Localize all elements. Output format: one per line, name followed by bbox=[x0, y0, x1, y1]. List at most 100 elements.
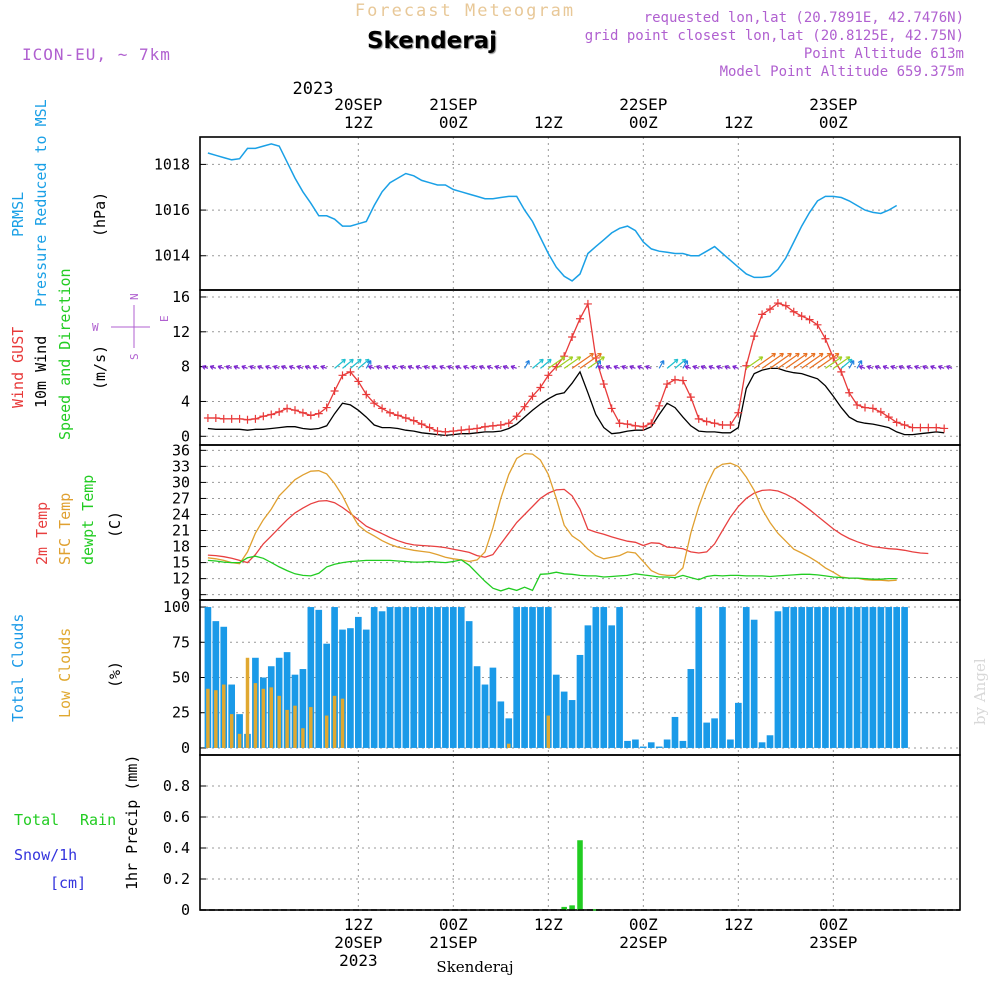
gust-point bbox=[386, 408, 394, 417]
gust-point bbox=[821, 334, 830, 343]
wind-arrow-head bbox=[906, 364, 911, 370]
y-tick-label: 0 bbox=[181, 427, 190, 445]
gust-point bbox=[773, 299, 782, 308]
bar-low-clouds bbox=[222, 684, 226, 748]
bar-low-clouds bbox=[301, 728, 305, 748]
wind-arrow bbox=[342, 358, 354, 369]
gust-point bbox=[536, 383, 545, 392]
wind-arrow-head bbox=[837, 356, 843, 361]
bar-low-clouds bbox=[277, 695, 281, 748]
y-tick-label: 16 bbox=[172, 288, 190, 306]
wind-arrow bbox=[753, 352, 776, 369]
wind-arrow-head bbox=[349, 358, 354, 364]
bar-total-clouds bbox=[315, 609, 323, 748]
y-tick-label: 8 bbox=[181, 358, 190, 376]
wind-arrow-head bbox=[568, 356, 574, 361]
gust-point bbox=[884, 413, 893, 422]
gust-point bbox=[805, 315, 814, 324]
bottom-hour-label: 00Z bbox=[629, 915, 658, 934]
bar-total-clouds bbox=[418, 607, 425, 748]
y-tick-label: 4 bbox=[181, 392, 190, 410]
bar-total-clouds bbox=[893, 607, 900, 748]
bar-total-clouds bbox=[711, 718, 718, 748]
gust-point bbox=[504, 419, 513, 428]
wind-arrow-head bbox=[494, 364, 500, 370]
wind-arrow-head bbox=[645, 364, 650, 370]
wind-arrow-head bbox=[629, 364, 634, 370]
wind-arrow-head bbox=[463, 364, 468, 370]
gust-point bbox=[417, 420, 426, 429]
bar-total-clouds bbox=[885, 607, 893, 748]
wind-arrow-head bbox=[922, 364, 927, 370]
bar-low-clouds bbox=[293, 705, 297, 748]
y-tick-label: 0 bbox=[181, 739, 190, 757]
wind-arrow-head bbox=[576, 356, 582, 361]
bar-total-clouds bbox=[790, 607, 798, 748]
wind-arrow-head bbox=[320, 364, 326, 370]
bar-total-clouds bbox=[465, 621, 473, 748]
p4-label-low: Low Clouds bbox=[56, 628, 74, 718]
gust-point bbox=[512, 412, 521, 421]
bar-total-clouds bbox=[608, 625, 615, 748]
bar-total-clouds bbox=[632, 739, 639, 748]
bar-total-clouds bbox=[537, 607, 544, 748]
panel2-labels: Wind GUST 10m Wind Speed and Direction (… bbox=[9, 268, 171, 440]
p5-label-precip: 1hr Precip (mm) bbox=[123, 755, 141, 890]
wind-arrow bbox=[334, 358, 346, 369]
y-tick-label: 0.6 bbox=[163, 808, 190, 826]
bar-rain bbox=[569, 905, 575, 910]
gust-point bbox=[686, 393, 695, 402]
y-tick-label: 12 bbox=[172, 570, 190, 588]
bar-total-clouds bbox=[339, 629, 346, 748]
y-tick-label: 24 bbox=[172, 505, 190, 523]
y-tick-label: 30 bbox=[172, 473, 190, 491]
wind-arrow-head bbox=[375, 364, 381, 370]
wind-arrow-head bbox=[596, 360, 602, 365]
bar-total-clouds bbox=[798, 607, 805, 748]
p5-label-cm: [cm] bbox=[50, 874, 86, 892]
wind-arrow bbox=[769, 352, 792, 369]
bar-total-clouds bbox=[671, 716, 679, 748]
gust-point bbox=[457, 426, 466, 435]
top-date-label: 21SEP bbox=[429, 95, 477, 114]
wind-arrow-head bbox=[455, 364, 460, 370]
wind-arrow-head bbox=[312, 364, 318, 370]
wind-arrow-head bbox=[407, 364, 413, 370]
wind-arrow-head bbox=[826, 352, 832, 358]
series-line-wind bbox=[207, 367, 945, 437]
wind-arrow bbox=[801, 352, 824, 369]
bar-total-clouds bbox=[750, 619, 758, 748]
y-tick-label: 27 bbox=[172, 489, 190, 507]
bar-total-clouds bbox=[323, 643, 330, 748]
bar-total-clouds bbox=[616, 607, 623, 748]
gust-point bbox=[837, 367, 846, 376]
gust-point bbox=[330, 387, 339, 396]
compass-w: W bbox=[92, 321, 99, 334]
bar-rain bbox=[561, 906, 567, 910]
gust-point bbox=[393, 411, 402, 420]
panel3-labels: 2m Temp SFC Temp dewpt Temp (C) bbox=[33, 475, 124, 565]
top-hour-label: 12Z bbox=[724, 113, 753, 132]
bar-total-clouds bbox=[655, 746, 663, 748]
wind-arrow-head bbox=[288, 364, 294, 370]
bar-rain bbox=[593, 909, 599, 911]
wind-arrow bbox=[579, 352, 602, 369]
gust-point bbox=[298, 408, 307, 417]
series-line-gust bbox=[207, 301, 945, 433]
wind-arrow-head bbox=[673, 358, 679, 364]
wind-arrow-head bbox=[257, 364, 262, 370]
wind-arrow bbox=[563, 356, 581, 369]
chart-panels: 1014101610180481216912151821242730333602… bbox=[154, 137, 961, 919]
top-date-label: 20SEP bbox=[334, 95, 382, 114]
bar-total-clouds bbox=[386, 607, 394, 748]
wind-arrow bbox=[674, 358, 687, 369]
wind-arrow bbox=[809, 352, 832, 369]
wind-arrow-head bbox=[273, 364, 278, 370]
gust-point bbox=[694, 414, 703, 423]
gust-point bbox=[924, 423, 933, 432]
wind-arrow-head bbox=[341, 358, 346, 364]
gust-point bbox=[235, 414, 244, 423]
gust-point bbox=[251, 414, 260, 423]
wind-arrow-head bbox=[597, 364, 603, 370]
gust-point bbox=[932, 423, 941, 432]
